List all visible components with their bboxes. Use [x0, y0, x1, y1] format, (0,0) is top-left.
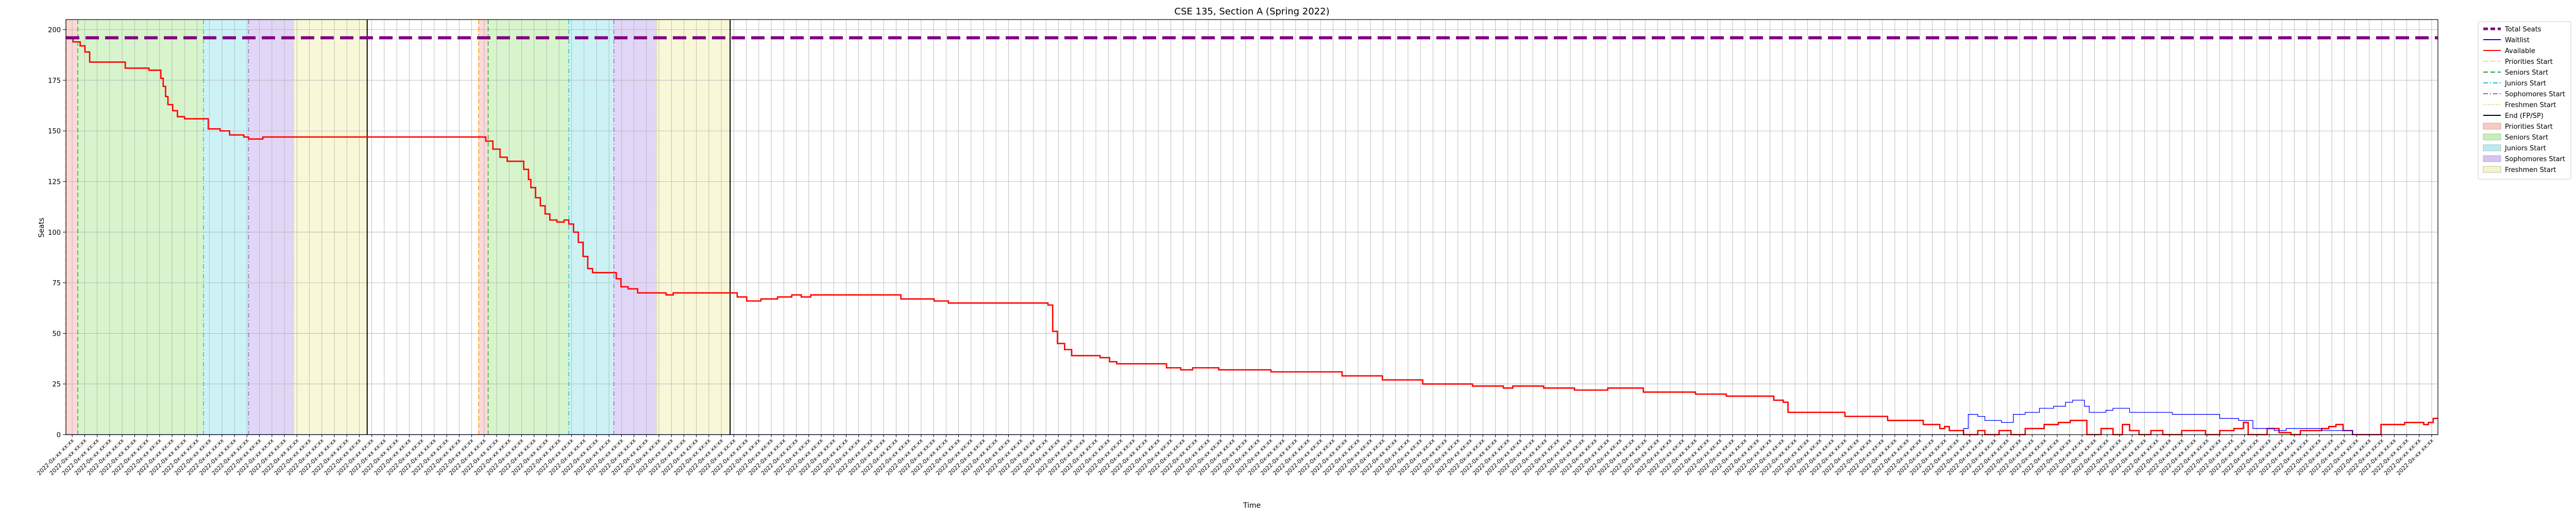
plot-frame: [65, 19, 2438, 435]
legend-label-5: Juniors Start: [2504, 80, 2546, 88]
phase-band-7: [569, 20, 614, 435]
series-line-available: [66, 37, 2438, 436]
y-tick-label-2: 50: [52, 330, 61, 338]
legend-swatch-9: [2483, 123, 2501, 130]
y-ticks: 0 25 50 75 100 125 150 175 200: [48, 27, 66, 439]
legend-label-6: Sophomores Start: [2505, 91, 2565, 98]
series-lines: [66, 36, 2438, 436]
legend-label-12: Sophomores Start: [2505, 156, 2565, 163]
y-tick-label-7: 175: [48, 77, 61, 85]
phase-band-9: [656, 20, 731, 435]
legend-label-9: Priorities Start: [2505, 123, 2553, 131]
phase-band-8: [614, 20, 657, 435]
phase-band-0: [66, 20, 78, 435]
y-tick-label-0: 0: [57, 432, 61, 439]
grid: [66, 20, 2438, 435]
y-tick-label-3: 75: [52, 280, 61, 287]
x-axis-label: Time: [1243, 502, 1261, 510]
legend-label-10: Seniors Start: [2505, 134, 2548, 142]
phase-band-1: [78, 20, 204, 435]
y-tick-label-1: 25: [52, 381, 61, 389]
legend-swatch-10: [2483, 133, 2501, 141]
series-line-waitlist: [66, 400, 2438, 435]
legend-label-8: End (FP/SP): [2505, 112, 2544, 120]
legend-label-3: Priorities Start: [2505, 58, 2553, 66]
y-axis-label: Seats: [38, 218, 46, 238]
y-tick-label-4: 100: [48, 229, 61, 237]
legend-swatch-11: [2483, 144, 2501, 151]
y-tick-label-8: 200: [48, 27, 61, 35]
legend: Total Seats Waitlist Available Priorities S…: [2478, 21, 2571, 180]
legend-label-1: Waitlist: [2505, 37, 2530, 44]
legend-box: [2478, 21, 2571, 180]
phase-band-2: [204, 20, 249, 435]
legend-swatch-12: [2483, 155, 2501, 162]
phase-bands: [66, 20, 731, 435]
legend-label-2: Available: [2505, 47, 2535, 55]
chart-title: CSE 135, Section A (Spring 2022): [1174, 6, 1329, 17]
legend-label-4: Seniors Start: [2505, 69, 2548, 77]
phase-band-5: [479, 20, 488, 435]
legend-label-0: Total Seats: [2504, 26, 2541, 33]
legend-label-11: Juniors Start: [2504, 145, 2546, 152]
phase-band-3: [248, 20, 294, 435]
legend-swatch-13: [2483, 166, 2501, 173]
legend-label-13: Freshmen Start: [2505, 166, 2556, 174]
y-tick-label-6: 150: [48, 128, 61, 135]
phase-band-6: [488, 20, 569, 435]
phase-band-4: [293, 20, 367, 435]
legend-label-7: Freshmen Start: [2505, 101, 2556, 109]
y-tick-label-5: 125: [48, 179, 61, 186]
